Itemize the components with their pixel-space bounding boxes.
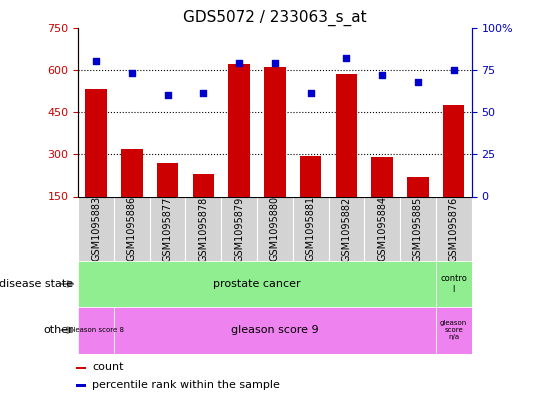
Text: GSM1095884: GSM1095884 (377, 196, 387, 261)
Point (199, 90, 208, 97)
Text: GSM1095882: GSM1095882 (341, 196, 351, 262)
Bar (75, 367, 86, 369)
Point (235, 60, 244, 66)
Bar (336, 74, 357, 196)
Point (271, 60, 279, 66)
Bar (436, 307, 472, 354)
Text: GSM1095879: GSM1095879 (234, 196, 244, 262)
Point (306, 90, 315, 97)
Bar (157, 163, 178, 196)
Point (163, 92, 172, 98)
Text: GSM1095880: GSM1095880 (270, 196, 280, 261)
Point (342, 55, 351, 61)
Bar (85, 90, 107, 196)
Bar (229, 64, 250, 196)
Text: GSM1095883: GSM1095883 (91, 196, 101, 261)
Text: GSM1095877: GSM1095877 (163, 196, 172, 262)
Text: percentile rank within the sample: percentile rank within the sample (92, 380, 280, 390)
Bar (264, 67, 286, 196)
Bar (121, 149, 142, 196)
Bar (443, 105, 465, 196)
Bar (192, 174, 214, 196)
Text: GSM1095878: GSM1095878 (198, 196, 209, 262)
Point (378, 72, 386, 78)
Text: disease state: disease state (0, 279, 73, 289)
Point (450, 66, 458, 73)
Text: GSM1095885: GSM1095885 (413, 196, 423, 262)
Bar (78, 307, 114, 354)
Title: GDS5072 / 233063_s_at: GDS5072 / 233063_s_at (183, 10, 367, 26)
Point (128, 70, 136, 76)
Point (92, 58, 100, 64)
Text: GSM1095886: GSM1095886 (127, 196, 137, 261)
Bar (300, 156, 321, 196)
Bar (78, 196, 472, 261)
Bar (114, 307, 436, 354)
Point (413, 79, 422, 85)
Text: contro
l: contro l (440, 274, 467, 294)
Text: gleason score 9: gleason score 9 (231, 325, 319, 335)
Text: gleason score 8: gleason score 8 (68, 327, 123, 333)
Text: GSM1095876: GSM1095876 (449, 196, 459, 262)
Text: gleason
score
n/a: gleason score n/a (440, 320, 467, 340)
Text: other: other (43, 325, 73, 335)
Text: GSM1095881: GSM1095881 (306, 196, 316, 261)
Bar (75, 384, 86, 387)
Bar (436, 261, 472, 307)
Text: count: count (92, 362, 124, 372)
Bar (407, 177, 429, 196)
Text: prostate cancer: prostate cancer (213, 279, 301, 289)
Bar (371, 157, 393, 196)
